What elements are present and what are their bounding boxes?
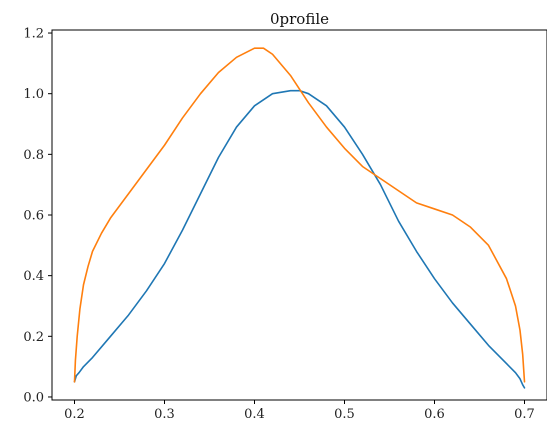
series-layer <box>73 47 526 389</box>
x-tick-label: 0.6 <box>424 407 445 422</box>
y-tick-label: 0.4 <box>23 269 44 284</box>
y-tick-label: 0.0 <box>23 390 44 405</box>
y-axis: 0.0 0.2 0.4 0.6 0.8 1.0 1.2 <box>23 27 52 405</box>
series-line-2 <box>73 47 526 383</box>
y-tick-label: 0.2 <box>23 330 44 345</box>
y-tick-label: 1.2 <box>23 27 44 42</box>
y-tick-label: 0.6 <box>23 209 44 224</box>
x-tick-label: 0.2 <box>64 407 85 422</box>
series-line-1 <box>73 89 526 389</box>
plot-area-frame <box>51 29 547 401</box>
y-tick-label: 1.0 <box>23 87 44 102</box>
x-axis: 0.2 0.3 0.4 0.5 0.6 0.7 <box>64 400 535 422</box>
y-tick-label: 0.8 <box>23 148 44 163</box>
x-tick-label: 0.4 <box>244 407 265 422</box>
chart-title: 0profile <box>270 10 329 28</box>
x-tick-label: 0.5 <box>334 407 355 422</box>
x-tick-label: 0.3 <box>154 407 175 422</box>
x-tick-label: 0.7 <box>514 407 535 422</box>
